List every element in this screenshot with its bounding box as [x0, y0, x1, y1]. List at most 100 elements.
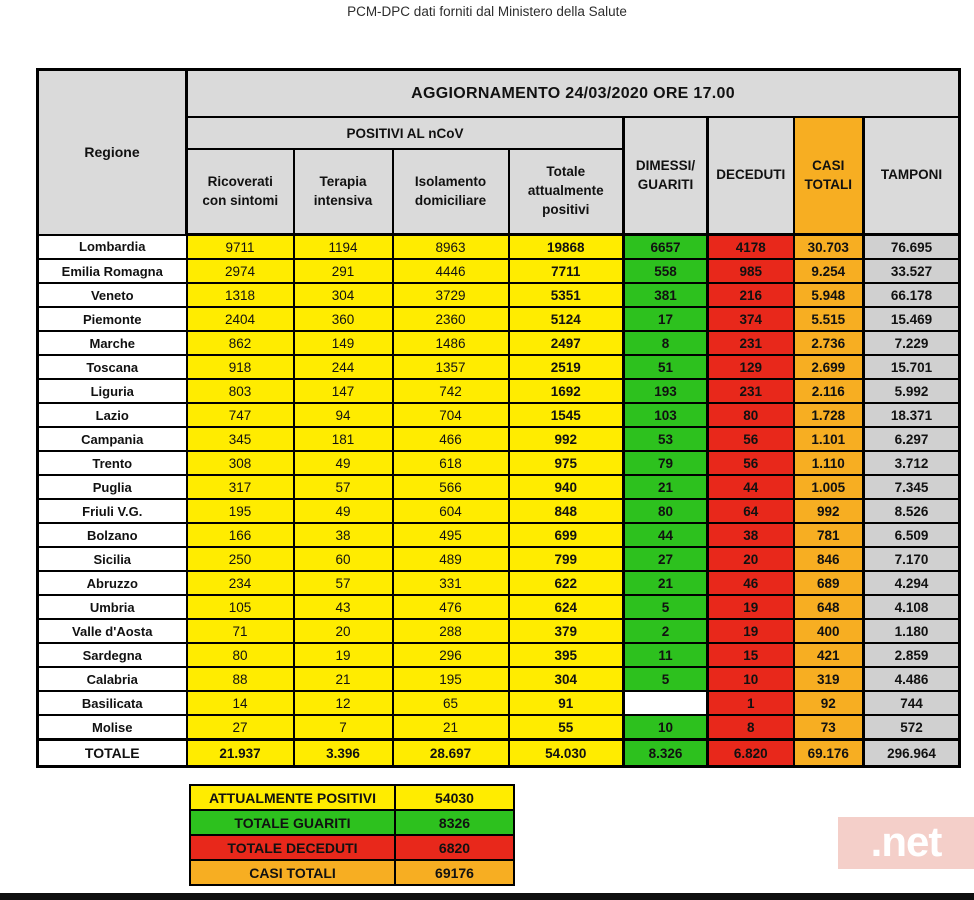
region-row: Marche 862 149 1486 2497 8 231 2.736 7.229 — [36, 330, 961, 356]
totale-positivi-value: 54.030 — [507, 738, 625, 768]
group-header-row: POSITIVI AL nCoV DIMESSI/ GUARITI DECEDU… — [38, 116, 961, 236]
region-row: Calabria 88 21 195 304 5 10 319 4.486 — [36, 666, 961, 692]
ricoverati-value: 234 — [185, 570, 295, 596]
region-row: Lazio 747 94 704 1545 103 80 1.728 18.371 — [36, 402, 961, 428]
region-name: Calabria — [36, 666, 188, 692]
ricoverati-value: 14 — [185, 690, 295, 716]
summary-row: TOTALE DECEDUTI 6820 — [189, 834, 515, 861]
totale-positivi-value: 1545 — [507, 402, 625, 428]
totale-positivi-value: 624 — [507, 594, 625, 620]
region-name: Friuli V.G. — [36, 498, 188, 524]
region-row: Liguria 803 147 742 1692 193 231 2.116 5.992 — [36, 378, 961, 404]
tamponi-value: 6.297 — [861, 426, 961, 452]
totale-positivi-value: 2519 — [507, 354, 625, 380]
ricoverati-value: 166 — [185, 522, 295, 548]
ricoverati-value: 71 — [185, 618, 295, 644]
terapia-value: 20 — [292, 618, 394, 644]
deceduti-value: 56 — [706, 450, 795, 476]
deceduti-value: 20 — [706, 546, 795, 572]
tamponi-value: 66.178 — [861, 282, 961, 308]
summary-value-casi-totali: 69176 — [394, 859, 515, 886]
subcolumn-header-row: Ricoverati con sintomi Terapia intensiva… — [38, 148, 960, 236]
region-name: Veneto — [36, 282, 188, 308]
casi-totali-value: 92 — [792, 690, 865, 716]
dimessi-guariti-value: 8 — [622, 330, 709, 356]
totale-positivi-value: 940 — [507, 474, 625, 500]
dimessi-guariti-value — [622, 690, 709, 716]
casi-totali-value: 1.005 — [792, 474, 865, 500]
region-name: Molise — [36, 714, 188, 741]
tamponi-value: 6.509 — [861, 522, 961, 548]
dimessi-guariti-value: 381 — [622, 282, 709, 308]
deceduti-value: 19 — [706, 618, 795, 644]
region-row: Abruzzo 234 57 331 622 21 46 689 4.294 — [36, 570, 961, 596]
casi-totali-value: 1.728 — [792, 402, 865, 428]
region-name: Abruzzo — [36, 570, 188, 596]
terapia-value: 304 — [292, 282, 394, 308]
casi-totali-value: 781 — [792, 522, 865, 548]
isolamento-value: 331 — [391, 570, 510, 596]
totale-positivi-value: 55 — [507, 714, 625, 741]
isolamento-value: 195 — [391, 666, 510, 692]
tamponi-value: 572 — [861, 714, 961, 741]
totale-positivi-value: 91 — [507, 690, 625, 716]
deceduti-value: 985 — [706, 258, 795, 284]
deceduti-value: 231 — [706, 378, 795, 404]
deceduti-value: 231 — [706, 330, 795, 356]
region-row: Puglia 317 57 566 940 21 44 1.005 7.345 — [36, 474, 961, 500]
column-header-terapia-intensiva: Terapia intensiva — [292, 148, 394, 236]
dimessi-guariti-value: 10 — [622, 714, 709, 741]
totals-row: TOTALE 21.937 3.396 28.697 54.030 8.326 6.820 6… — [36, 738, 961, 768]
region-row: Valle d'Aosta 71 20 288 379 2 19 400 1.180 — [36, 618, 961, 644]
terapia-value: 244 — [292, 354, 394, 380]
deceduti-value: 64 — [706, 498, 795, 524]
tamponi-value: 296.964 — [861, 738, 961, 768]
tamponi-value: 3.712 — [861, 450, 961, 476]
casi-totali-value: 400 — [792, 618, 865, 644]
tamponi-value: 5.992 — [861, 378, 961, 404]
casi-totali-value: 319 — [792, 666, 865, 692]
terapia-value: 49 — [292, 450, 394, 476]
ricoverati-value: 88 — [185, 666, 295, 692]
tamponi-value: 15.469 — [861, 306, 961, 332]
isolamento-value: 566 — [391, 474, 510, 500]
ricoverati-value: 105 — [185, 594, 295, 620]
region-row: Veneto 1318 304 3729 5351 381 216 5.948 66.178 — [36, 282, 961, 308]
region-name: Liguria — [36, 378, 188, 404]
covid-regions-table: Regione AGGIORNAMENTO 24/03/2020 ORE 17.… — [36, 68, 962, 768]
deceduti-value: 38 — [706, 522, 795, 548]
ricoverati-value: 918 — [185, 354, 295, 380]
region-name: Bolzano — [36, 522, 188, 548]
dimessi-guariti-value: 51 — [622, 354, 709, 380]
totale-positivi-value: 5124 — [507, 306, 625, 332]
region-row: Emilia Romagna 2974 291 4446 7711 558 985 9.254… — [36, 258, 961, 284]
ricoverati-value: 747 — [185, 402, 295, 428]
column-header-regione: Regione — [36, 68, 188, 236]
page-title: PCM-DPC dati forniti dal Ministero della… — [347, 4, 627, 19]
totale-positivi-value: 699 — [507, 522, 625, 548]
bottom-bar — [0, 893, 974, 900]
isolamento-value: 21 — [391, 714, 510, 741]
ricoverati-value: 803 — [185, 378, 295, 404]
dimessi-guariti-value: 17 — [622, 306, 709, 332]
deceduti-value: 1 — [706, 690, 795, 716]
deceduti-value: 46 — [706, 570, 795, 596]
ricoverati-value: 250 — [185, 546, 295, 572]
region-name: Lazio — [36, 402, 188, 428]
tamponi-value: 8.526 — [861, 498, 961, 524]
region-name: Marche — [36, 330, 188, 356]
region-row: Campania 345 181 466 992 53 56 1.101 6.297 — [36, 426, 961, 452]
ricoverati-value: 27 — [185, 714, 295, 741]
casi-totali-value: 2.116 — [792, 378, 865, 404]
ricoverati-value: 862 — [185, 330, 295, 356]
terapia-value: 38 — [292, 522, 394, 548]
deceduti-value: 19 — [706, 594, 795, 620]
dimessi-guariti-value: 79 — [622, 450, 709, 476]
terapia-value: 49 — [292, 498, 394, 524]
totale-positivi-value: 1692 — [507, 378, 625, 404]
dimessi-guariti-value: 103 — [622, 402, 709, 428]
casi-totali-value: 648 — [792, 594, 865, 620]
isolamento-value: 28.697 — [391, 738, 510, 768]
terapia-value: 360 — [292, 306, 394, 332]
tamponi-value: 76.695 — [861, 233, 961, 260]
